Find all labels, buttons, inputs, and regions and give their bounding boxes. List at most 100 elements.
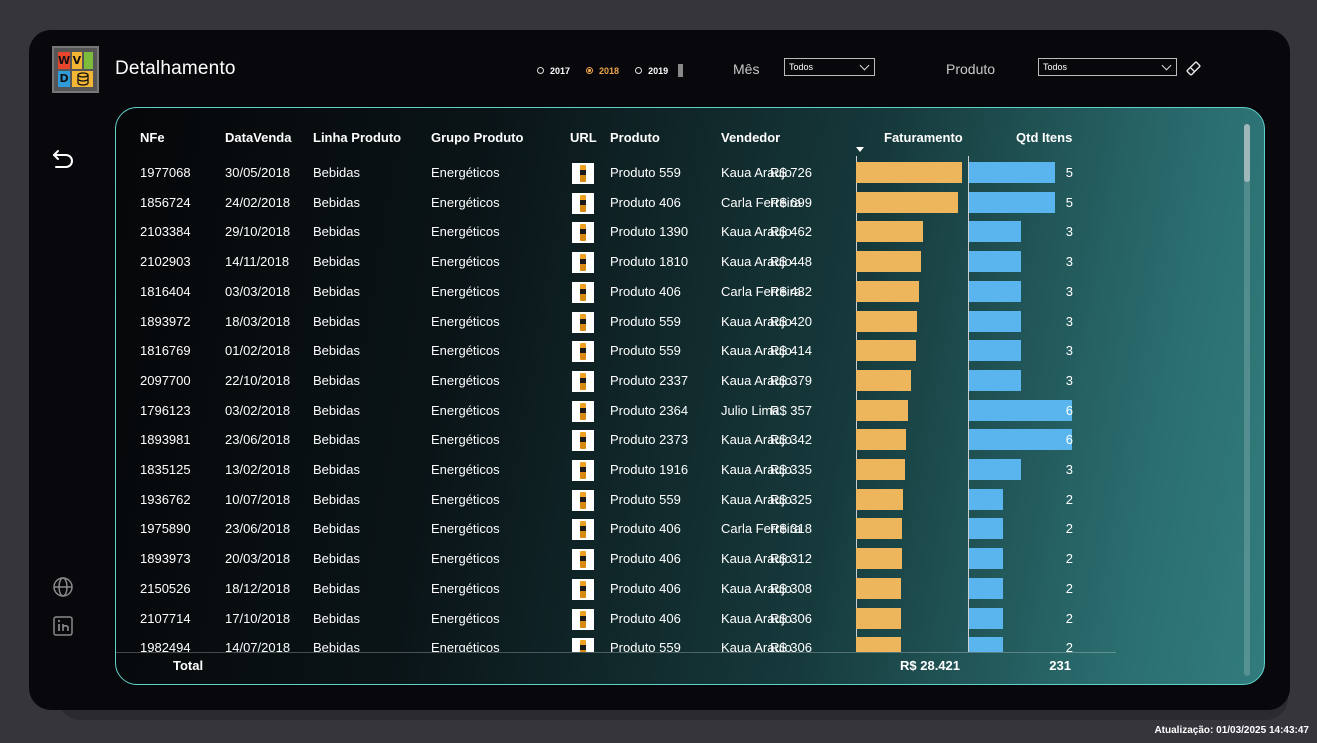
radio-icon <box>537 67 544 74</box>
qtd-itens-bar <box>969 280 1021 302</box>
column-header-linha-produto[interactable]: Linha Produto <box>313 130 402 145</box>
globe-icon[interactable] <box>52 576 74 603</box>
energy-can-icon <box>580 372 586 390</box>
linkedin-icon[interactable] <box>52 615 74 642</box>
product-image-icon[interactable] <box>572 192 594 214</box>
year-filter-scrollbar[interactable] <box>678 64 684 77</box>
table-row[interactable]: 1816404 03/03/2018 Bebidas Energéticos Produ… <box>116 277 1116 307</box>
product-image-icon[interactable] <box>572 252 594 274</box>
product-image-icon[interactable] <box>572 430 594 452</box>
product-image-icon[interactable] <box>572 222 594 244</box>
table-row[interactable]: 1977068 30/05/2018 Bebidas Energéticos Produ… <box>116 158 1116 188</box>
month-dropdown-value: Todos <box>789 62 814 72</box>
table-scrollbar-track[interactable] <box>1244 124 1250 676</box>
table-row[interactable]: 1816769 01/02/2018 Bebidas Energéticos Produ… <box>116 336 1116 366</box>
cell-grupo-produto: Energéticos <box>431 165 500 180</box>
column-header-faturamento[interactable]: Faturamento <box>884 130 963 145</box>
column-header-produto[interactable]: Produto <box>610 130 660 145</box>
product-image-icon[interactable] <box>572 460 594 481</box>
cell-data-venda: 24/02/2018 <box>225 194 291 210</box>
product-image-icon[interactable] <box>572 400 594 422</box>
cell-vendedor: Kaua Araujo <box>721 551 792 567</box>
product-image-icon[interactable] <box>572 281 594 303</box>
cell-data-venda: 14/07/2018 <box>225 640 291 652</box>
radio-icon <box>635 67 643 74</box>
cell-linha-produto: Bebidas <box>313 432 360 448</box>
qtd-itens-value: 3 <box>1065 254 1073 270</box>
table-row[interactable]: 1975890 23/06/2018 Bebidas Energéticos Produ… <box>116 514 1116 544</box>
back-arrow-icon[interactable] <box>52 148 75 176</box>
column-header-datavenda[interactable]: DataVenda <box>225 130 292 145</box>
cell-data-venda: 18/12/2018 <box>225 580 291 596</box>
month-dropdown[interactable]: Todos <box>784 58 875 76</box>
qtd-itens-bar <box>969 518 1004 540</box>
year-option-2019[interactable]: 2019 <box>635 66 668 76</box>
table-row[interactable]: 1856724 24/02/2018 Bebidas Energéticos Produ… <box>116 188 1116 218</box>
cell-grupo-produto: Energéticos <box>431 194 500 210</box>
table-row[interactable]: 2102903 14/11/2018 Bebidas Energéticos Produ… <box>116 247 1116 277</box>
product-image-icon[interactable] <box>572 578 594 600</box>
cell-nfe: 1936762 <box>140 491 191 507</box>
logo-letter-v: V <box>72 52 82 69</box>
faturamento-value: R$ 325 <box>770 491 812 507</box>
table-row[interactable]: 1796123 03/02/2018 Bebidas Energéticos Produ… <box>116 396 1116 426</box>
table-row[interactable]: 2150526 18/12/2018 Bebidas Energéticos Produ… <box>116 574 1116 604</box>
table-row[interactable]: 2097700 22/10/2018 Bebidas Energéticos Produ… <box>116 366 1116 396</box>
column-header-grupo-produto[interactable]: Grupo Produto <box>431 130 524 145</box>
energy-can-icon <box>580 402 586 420</box>
faturamento-bar <box>856 340 917 362</box>
table-row[interactable]: 1893972 18/03/2018 Bebidas Energéticos Produ… <box>116 307 1116 337</box>
cell-linha-produto: Bebidas <box>313 491 360 507</box>
table-row[interactable]: 1893981 23/06/2018 Bebidas Energéticos Produ… <box>116 425 1116 455</box>
qtd-itens-value: 2 <box>1065 610 1073 626</box>
qtd-itens-bar <box>969 577 1004 599</box>
column-header-nfe[interactable]: NFe <box>140 130 165 145</box>
table-row[interactable]: 1982494 14/07/2018 Bebidas Energéticos Produ… <box>116 633 1116 652</box>
product-image-icon[interactable] <box>572 163 594 184</box>
cell-data-venda: 10/07/2018 <box>225 491 291 507</box>
product-image-icon[interactable] <box>572 519 594 541</box>
cell-linha-produto: Bebidas <box>313 165 360 180</box>
faturamento-bar <box>856 310 918 332</box>
cell-linha-produto: Bebidas <box>313 610 360 626</box>
product-image-icon[interactable] <box>572 311 594 333</box>
table-row[interactable]: 1936762 10/07/2018 Bebidas Energéticos Produ… <box>116 485 1116 515</box>
product-image-icon[interactable] <box>572 549 594 571</box>
product-dropdown[interactable]: Todos <box>1038 58 1177 76</box>
year-option-2017[interactable]: 2017 <box>537 66 570 76</box>
faturamento-value: R$ 312 <box>770 551 812 567</box>
table-row[interactable]: 1835125 13/02/2018 Bebidas Energéticos Produ… <box>116 455 1116 485</box>
cell-linha-produto: Bebidas <box>313 640 360 652</box>
cell-nfe: 1816404 <box>140 283 191 299</box>
year-option-2018[interactable]: 2018 <box>586 66 619 76</box>
total-qtd-itens: 231 <box>1049 658 1071 673</box>
product-image-icon[interactable] <box>572 341 594 363</box>
clear-filters-eraser-icon[interactable] <box>1185 60 1202 82</box>
faturamento-value: R$ 432 <box>770 283 812 299</box>
column-header-vendedor[interactable]: Vendedor <box>721 130 781 145</box>
table-row[interactable]: 2103384 29/10/2018 Bebidas Energéticos Produ… <box>116 217 1116 247</box>
qtd-itens-value: 3 <box>1065 372 1073 388</box>
cell-linha-produto: Bebidas <box>313 372 360 388</box>
table-row[interactable]: 1893973 20/03/2018 Bebidas Energéticos Produ… <box>116 544 1116 574</box>
cell-grupo-produto: Energéticos <box>431 224 500 240</box>
product-image-icon[interactable] <box>572 608 594 630</box>
product-image-icon[interactable] <box>572 370 594 392</box>
column-header-qtd-itens[interactable]: Qtd Itens <box>1016 130 1073 145</box>
total-divider <box>116 652 1116 653</box>
faturamento-bar <box>856 221 924 243</box>
qtd-itens-value: 3 <box>1065 224 1073 240</box>
cell-vendedor: Kaua Araujo <box>721 491 792 507</box>
column-header-url[interactable]: URL <box>570 130 597 145</box>
qtd-itens-value: 3 <box>1065 313 1073 329</box>
cell-data-venda: 23/06/2018 <box>225 432 291 448</box>
product-image-icon[interactable] <box>572 638 594 652</box>
product-image-icon[interactable] <box>572 489 594 511</box>
cell-linha-produto: Bebidas <box>313 194 360 210</box>
cell-linha-produto: Bebidas <box>313 343 360 359</box>
cell-vendedor: Kaua Araujo <box>721 610 792 626</box>
qtd-itens-value: 6 <box>1065 432 1073 448</box>
table-row[interactable]: 2107714 17/10/2018 Bebidas Energéticos Produ… <box>116 604 1116 634</box>
faturamento-value: R$ 318 <box>770 521 812 537</box>
table-scrollbar-thumb[interactable] <box>1244 124 1250 182</box>
